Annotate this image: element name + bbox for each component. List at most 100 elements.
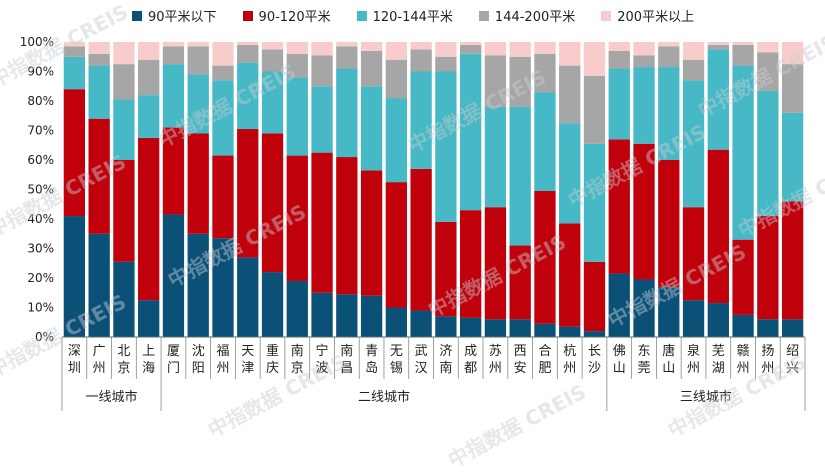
bar-segment xyxy=(633,279,655,337)
bar-segment xyxy=(63,216,86,337)
legend-item: 90平米以下 xyxy=(132,6,217,25)
y-tick-label: 100% xyxy=(20,35,54,49)
bar-segment xyxy=(63,46,86,57)
bar-segment xyxy=(781,42,804,65)
y-tick-label: 20% xyxy=(27,271,54,285)
bar-segment xyxy=(336,157,358,295)
bar-segment xyxy=(162,46,185,65)
bar-segment xyxy=(658,160,680,287)
bar-segment xyxy=(410,71,432,169)
x-tick-label: 深圳 xyxy=(68,344,81,376)
bar-segment xyxy=(162,127,185,215)
bar-segment xyxy=(63,42,86,47)
bar-segment xyxy=(608,50,630,69)
x-tick-label: 宁波 xyxy=(316,343,329,376)
x-tick-label: 上海 xyxy=(142,344,155,376)
bar-segment xyxy=(583,42,606,76)
x-tick-label: 沈阳 xyxy=(192,344,205,376)
x-tick-label: 广州 xyxy=(93,344,106,376)
bar-segment xyxy=(559,123,581,224)
bar-segment xyxy=(484,207,507,320)
stacked-bar-chart: 0% 10% 20% 30% 40% 50% 60% 70% 80% 90% 100% 深圳广州北京上… xyxy=(20,35,806,411)
y-tick-label: 60% xyxy=(27,153,54,167)
bar-segment xyxy=(187,133,209,234)
legend-swatch xyxy=(356,10,367,21)
bar-segment xyxy=(757,319,779,337)
bar-segment xyxy=(460,53,482,211)
bar-segment xyxy=(311,152,333,293)
bar-segment xyxy=(212,42,234,66)
bar-segment xyxy=(781,64,804,113)
bar-segment xyxy=(559,42,581,66)
bar-segment xyxy=(286,42,308,54)
y-tick-label: 10% xyxy=(27,301,54,315)
bar-segment xyxy=(658,286,680,337)
bar-segment xyxy=(113,64,135,100)
bar-segment xyxy=(261,49,284,72)
legend-item: 120-144平米 xyxy=(356,6,453,25)
bar-segment xyxy=(63,56,86,90)
bar-segment xyxy=(534,190,556,324)
bar-segment xyxy=(608,68,630,140)
x-tick-label: 青岛 xyxy=(365,344,378,376)
bar-segment xyxy=(286,155,308,281)
bar-segment xyxy=(336,68,358,158)
bar-segment xyxy=(757,42,779,53)
x-tick-label: 扬州 xyxy=(761,344,774,376)
x-tick-label: 长沙 xyxy=(588,344,601,376)
bar-segment xyxy=(261,133,284,273)
bar-segment xyxy=(633,55,655,68)
x-tick-label: 厦门 xyxy=(167,344,180,376)
bar-segment xyxy=(757,52,779,91)
bar-segment xyxy=(88,65,110,119)
x-tick-label: 芜湖 xyxy=(712,344,725,376)
bar-segment xyxy=(360,170,383,296)
bar-segment xyxy=(88,233,110,337)
x-tick-label: 武汉 xyxy=(415,344,428,376)
bar-segment xyxy=(707,303,729,337)
bar-segment xyxy=(261,71,284,134)
bar-segment xyxy=(63,89,86,217)
bar-segment xyxy=(460,44,482,54)
bar-segment xyxy=(682,59,705,81)
legend-swatch xyxy=(242,10,253,21)
bar-segment xyxy=(138,42,160,60)
x-tick-label: 北京 xyxy=(117,344,130,376)
bar-segment xyxy=(336,46,358,69)
bar-segment xyxy=(484,106,507,208)
bar-segment xyxy=(534,53,556,93)
bar-segment xyxy=(162,64,185,128)
x-tick-label: 合肥 xyxy=(538,344,551,376)
bar-segment xyxy=(583,75,606,144)
bar-segment xyxy=(138,300,160,338)
bar-segment xyxy=(682,207,705,301)
bar-segment xyxy=(534,323,556,337)
bar-segment xyxy=(88,118,110,234)
bar-segment xyxy=(162,42,185,47)
bar-segment xyxy=(583,261,606,332)
x-tick-label: 济南 xyxy=(439,344,452,376)
bar-segment xyxy=(261,42,284,50)
bar-segment xyxy=(336,42,358,47)
bar-segment xyxy=(385,307,407,337)
bar-segment xyxy=(212,65,234,81)
bar-segment xyxy=(682,300,705,338)
group-label: 一线城市 xyxy=(86,389,138,405)
bar-segment xyxy=(633,143,655,280)
bar-segment xyxy=(410,49,432,72)
y-tick-label: 0% xyxy=(35,330,54,344)
legend-swatch xyxy=(132,10,142,21)
x-tick-label: 绍兴 xyxy=(786,344,799,376)
bar-segment xyxy=(534,92,556,191)
bar-segment xyxy=(237,62,259,130)
x-tick-label: 唐山 xyxy=(662,343,675,376)
bar-segment xyxy=(658,46,680,68)
bar-segment xyxy=(113,99,135,160)
bar-segment xyxy=(360,295,383,337)
bar-segment xyxy=(435,42,457,57)
legend-item: 200平米以上 xyxy=(601,6,694,25)
bar-segment xyxy=(410,310,432,337)
bar-segment xyxy=(311,42,333,56)
bar-segment xyxy=(237,257,259,337)
x-tick-label: 西安 xyxy=(514,344,527,376)
